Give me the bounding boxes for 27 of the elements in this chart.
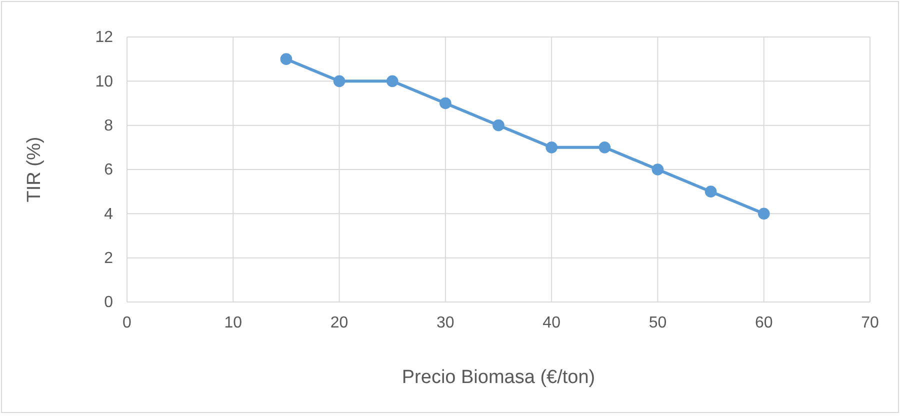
y-tick-label: 8 — [104, 117, 114, 134]
y-tick-label: 4 — [104, 206, 114, 223]
x-tick-label: 20 — [330, 314, 348, 332]
x-tick-label: 50 — [648, 314, 667, 332]
point — [546, 142, 558, 154]
x-tick-label: 70 — [861, 314, 879, 332]
x-tick-label: 0 — [122, 314, 132, 332]
y-tick-label: 10 — [95, 73, 114, 90]
point — [333, 75, 346, 88]
point — [598, 142, 611, 154]
point — [280, 53, 292, 65]
x-tick-label: 30 — [436, 314, 454, 332]
point — [440, 97, 452, 110]
y-axis-title: TIR (%) — [24, 136, 45, 202]
y-tick-label: 0 — [104, 294, 114, 312]
point — [758, 208, 770, 220]
x-tick-label: 40 — [542, 314, 561, 332]
x-tick-label: 10 — [224, 314, 242, 332]
y-tick-label: 6 — [104, 162, 114, 179]
y-tick-label: 2 — [104, 250, 114, 267]
point — [652, 164, 664, 176]
x-tick-label: 60 — [754, 314, 773, 332]
point — [386, 75, 398, 88]
point — [492, 119, 504, 132]
x-axis-title: Precio Biomasa (€/ton) — [402, 367, 596, 388]
point — [704, 186, 717, 198]
y-tick-label: 12 — [95, 29, 114, 46]
